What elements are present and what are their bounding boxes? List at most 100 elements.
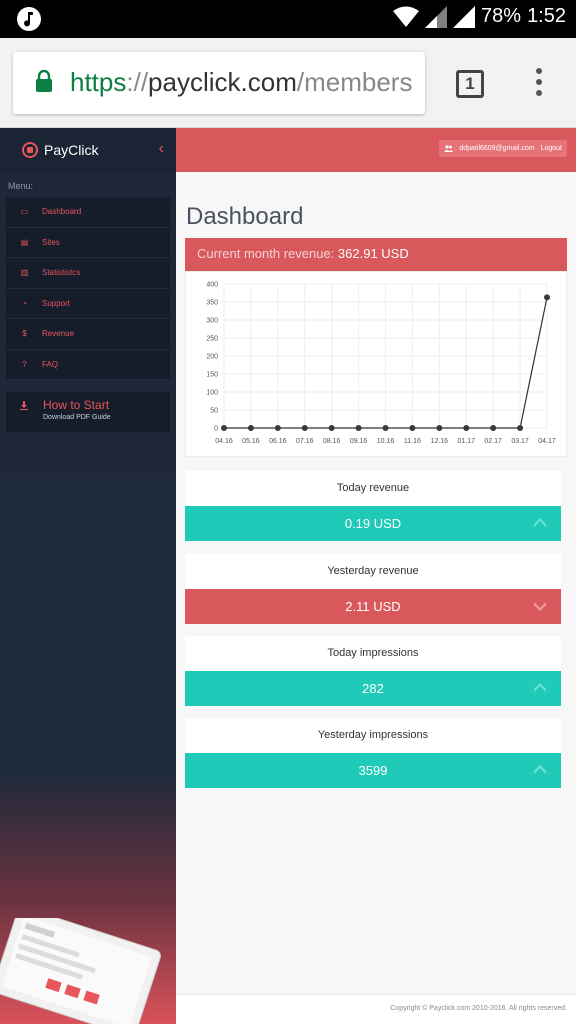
lock-icon [36, 69, 52, 92]
status-bar: 78% 1:52 [0, 0, 576, 38]
stat-label: Yesterday revenue [185, 554, 561, 589]
trend-up-icon [534, 518, 546, 527]
dashboard-icon: ▭ [20, 207, 29, 217]
stat-label: Today revenue [185, 471, 561, 506]
revenue-chart-svg: 0 50 100 150 200 250 300 350 400 04.16 05.16 06.16 0… [206, 282, 556, 446]
y-tick-label: 0 [214, 426, 218, 433]
data-point [355, 425, 362, 431]
sidebar-item-faq[interactable]: ? FAQ [6, 350, 170, 380]
statistics-icon: ▥ [20, 268, 29, 278]
y-tick-label: 100 [206, 390, 218, 397]
x-tick-label: 02.17 [484, 438, 502, 445]
how-to-start-subtitle: Download PDF Guide [43, 414, 111, 421]
sidebar-item-label: Support [42, 298, 71, 308]
top-bar: ddpatil6609@gmail.com Logout [176, 128, 576, 172]
x-tick-label: 09.16 [350, 438, 368, 445]
users-icon [444, 145, 454, 152]
data-point [517, 425, 524, 431]
download-icon [20, 401, 28, 410]
x-tick-label: 11.16 [404, 438, 421, 445]
x-tick-label: 06.16 [269, 438, 287, 445]
main-content: Dashboard Current month revenue: 362.91 … [176, 172, 576, 1024]
x-tick-label: 07.16 [296, 438, 314, 445]
how-to-start-title: How to Start [43, 398, 110, 412]
y-tick-label: 200 [206, 354, 218, 361]
y-tick-label: 250 [206, 336, 218, 343]
x-tick-label: 01.17 [457, 438, 475, 445]
data-point [436, 425, 443, 431]
sidebar-item-revenue[interactable]: $ Revenue [6, 319, 170, 350]
y-tick-label: 50 [210, 408, 218, 415]
x-tick-label: 04.17 [538, 438, 556, 445]
cell-signal-2-icon [453, 5, 476, 28]
x-tick-label: 12.16 [431, 438, 449, 445]
battery-level: 78% [481, 5, 522, 27]
user-menu[interactable]: ddpatil6609@gmail.com Logout [439, 140, 567, 157]
stat-value: 2.11 USD [185, 589, 561, 624]
x-tick-label: 10.16 [377, 438, 395, 445]
stat-today-impressions: Today impressions 282 [185, 636, 561, 706]
revenue-label: Current month revenue: [197, 246, 335, 261]
logout-link[interactable]: Logout [540, 145, 562, 152]
sidebar-item-statistics[interactable]: ▥ Statististcs [6, 258, 170, 289]
page-title: Dashboard [186, 203, 304, 230]
y-tick-label: 300 [206, 318, 218, 325]
stat-label: Yesterday impressions [185, 718, 561, 753]
data-point [301, 425, 308, 431]
data-point [328, 425, 335, 431]
revenue-value: 362.91 USD [337, 246, 409, 261]
x-tick-label: 04.16 [215, 438, 233, 445]
y-tick-label: 350 [206, 300, 218, 307]
sidebar: PayClick ‹ Menu: ▭ Dashboard ▤ Sites ▥ S… [0, 128, 176, 1024]
sidebar-item-label: Revenue [42, 329, 75, 339]
sidebar-item-label: Statististcs [42, 268, 81, 278]
revenue-chart: 0 50 100 150 200 250 300 350 400 04.16 05.16 06.16 0… [185, 271, 567, 457]
collapse-sidebar-icon[interactable]: ‹ [158, 140, 164, 157]
footer: Copyright © Payclick.com 2010-2016. All … [176, 994, 576, 1024]
sidebar-menu: ▭ Dashboard ▤ Sites ▥ Statististcs ◔ Sup… [6, 197, 170, 380]
user-email: ddpatil6609@gmail.com [459, 145, 535, 152]
stat-today-revenue: Today revenue 0.19 USD [185, 471, 561, 541]
trend-down-icon [534, 602, 546, 611]
tab-switcher-button[interactable]: 1 [456, 70, 484, 98]
data-point [247, 425, 254, 431]
payclick-logo-icon [22, 142, 38, 158]
sites-icon: ▤ [20, 237, 29, 247]
sidebar-item-label: Dashboard [42, 207, 82, 217]
browser-toolbar: https://payclick.com/members 1 [0, 38, 576, 128]
sidebar-item-support[interactable]: ◔ Support [6, 289, 170, 319]
trend-up-icon [534, 683, 546, 692]
data-point [463, 425, 470, 431]
trend-up-icon [534, 765, 546, 774]
sidebar-item-label: FAQ [42, 359, 59, 369]
stat-value: 3599 [185, 753, 561, 788]
data-point [490, 425, 497, 431]
support-icon: ◔ [22, 298, 27, 308]
stat-value: 0.19 USD [185, 506, 561, 541]
brand-name: PayClick [44, 142, 99, 158]
x-tick-label: 05.16 [242, 438, 260, 445]
data-point [409, 425, 416, 431]
stat-yesterday-revenue: Yesterday revenue 2.11 USD [185, 554, 561, 624]
stat-value: 282 [185, 671, 561, 706]
stat-yesterday-impressions: Yesterday impressions 3599 [185, 718, 561, 788]
clock: 1:52 [527, 5, 566, 27]
music-note-icon [17, 7, 41, 31]
cell-signal-icon [425, 5, 448, 28]
data-point [544, 294, 550, 301]
url-text: https://payclick.com/members [70, 67, 413, 97]
sidebar-item-sites[interactable]: ▤ Sites [6, 228, 170, 258]
brand[interactable]: PayClick ‹ [0, 128, 176, 172]
y-tick-label: 150 [206, 372, 218, 379]
data-point [382, 425, 389, 431]
how-to-start-link[interactable]: How to Start Download PDF Guide [6, 392, 170, 432]
more-options-icon[interactable] [532, 68, 546, 100]
menu-label: Menu: [8, 181, 34, 191]
y-tick-label: 400 [206, 282, 218, 289]
dollar-icon: $ [22, 329, 27, 339]
sidebar-item-dashboard[interactable]: ▭ Dashboard [6, 197, 170, 228]
x-tick-label: 08.16 [323, 438, 341, 445]
data-point [221, 425, 227, 431]
url-bar[interactable]: https://payclick.com/members [13, 52, 425, 114]
tablet-illustration [0, 918, 161, 1024]
